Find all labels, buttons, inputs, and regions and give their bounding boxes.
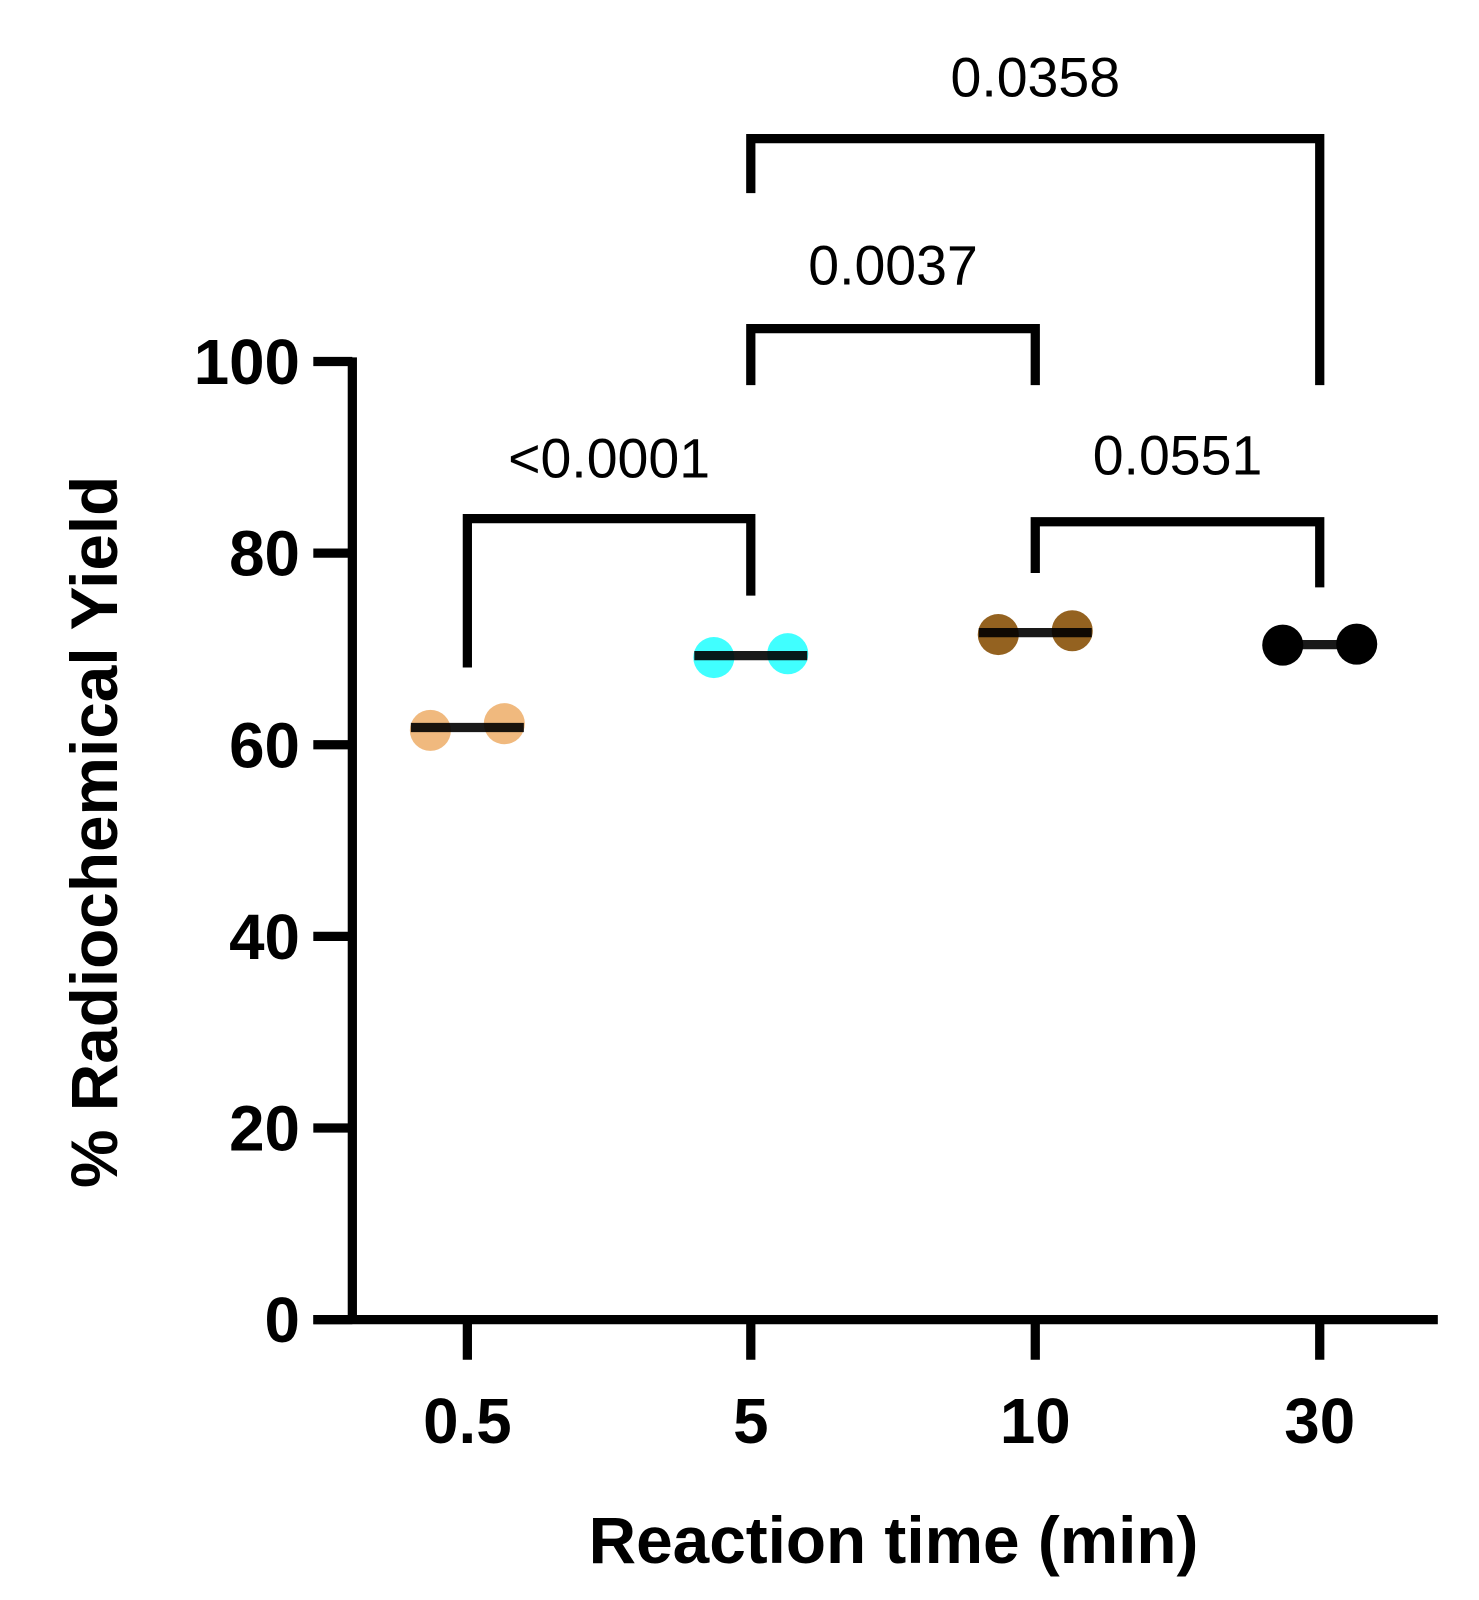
significance-bracket xyxy=(1030,517,1325,588)
y-tick-label: 100 xyxy=(194,327,300,398)
x-tick-label: 10 xyxy=(1000,1386,1071,1457)
series-0.5 xyxy=(409,703,525,751)
series-30 xyxy=(1262,623,1378,666)
x-tick-label: 5 xyxy=(733,1386,768,1457)
p-value-label: 0.0037 xyxy=(808,234,978,296)
y-tick-label: 40 xyxy=(229,902,300,973)
significance-brackets: <0.0001 0.0037 0.0551 0.0358 xyxy=(462,47,1325,668)
significance-bracket xyxy=(746,134,1325,386)
series-5 xyxy=(693,633,809,679)
p-value-label: 0.0551 xyxy=(1093,424,1263,486)
x-tick-label: 30 xyxy=(1284,1386,1355,1457)
y-axis-title: % Radiochemical Yield xyxy=(58,476,131,1188)
x-tick-label: 0.5 xyxy=(423,1386,512,1457)
p-value-label: <0.0001 xyxy=(508,428,710,490)
y-tick-label: 80 xyxy=(229,519,300,590)
p-value-label: 0.0358 xyxy=(950,47,1120,109)
axes: 0 20 40 60 80 100 0.5 5 10 30 xyxy=(194,327,1438,1457)
series-10 xyxy=(977,610,1093,656)
significance-bracket xyxy=(746,324,1040,386)
y-tick-label: 60 xyxy=(229,710,300,781)
y-tick-label: 20 xyxy=(229,1094,300,1165)
data-marks xyxy=(409,610,1378,751)
x-axis-title: Reaction time (min) xyxy=(589,1504,1199,1577)
y-tick-label: 0 xyxy=(265,1285,300,1356)
significance-bracket xyxy=(462,513,756,668)
